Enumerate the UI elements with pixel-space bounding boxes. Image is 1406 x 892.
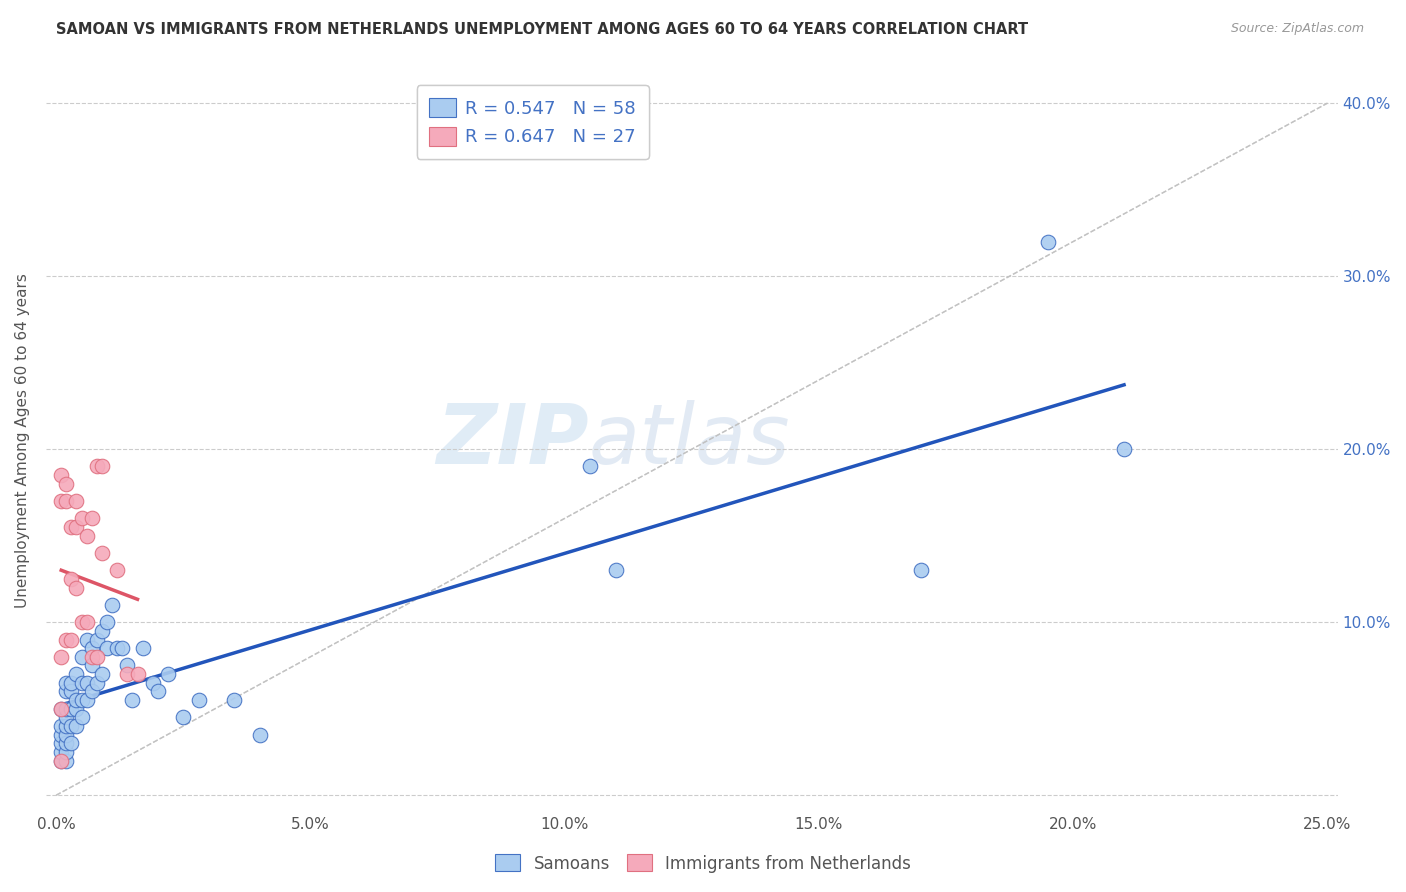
Point	[55, 754, 77, 768]
Point	[101, 598, 124, 612]
Point	[96, 641, 118, 656]
Point	[60, 719, 83, 733]
Point	[86, 675, 108, 690]
Point	[86, 459, 108, 474]
Point	[65, 702, 87, 716]
Point	[80, 684, 103, 698]
Point	[117, 667, 139, 681]
Point	[121, 693, 143, 707]
Point	[70, 615, 93, 630]
Point	[80, 641, 103, 656]
Point	[60, 675, 83, 690]
Point	[65, 520, 87, 534]
Point	[65, 719, 87, 733]
Point	[70, 675, 93, 690]
Point	[51, 754, 73, 768]
Point	[76, 693, 98, 707]
Text: SAMOAN VS IMMIGRANTS FROM NETHERLANDS UNEMPLOYMENT AMONG AGES 60 TO 64 YEARS COR: SAMOAN VS IMMIGRANTS FROM NETHERLANDS UN…	[56, 22, 1028, 37]
Point	[55, 476, 77, 491]
Point	[51, 728, 73, 742]
Text: atlas: atlas	[589, 400, 790, 481]
Point	[127, 667, 149, 681]
Point	[55, 702, 77, 716]
Point	[76, 675, 98, 690]
Text: ZIP: ZIP	[436, 400, 589, 481]
Point	[51, 719, 73, 733]
Point	[90, 667, 112, 681]
Point	[65, 667, 87, 681]
Point	[80, 511, 103, 525]
Point	[76, 615, 98, 630]
Point	[105, 563, 128, 577]
Point	[70, 511, 93, 525]
Point	[80, 658, 103, 673]
Point	[249, 728, 271, 742]
Point	[111, 641, 134, 656]
Point	[65, 494, 87, 508]
Point	[76, 529, 98, 543]
Point	[1036, 235, 1059, 249]
Point	[70, 710, 93, 724]
Point	[55, 632, 77, 647]
Point	[70, 649, 93, 664]
Point	[55, 684, 77, 698]
Point	[76, 632, 98, 647]
Point	[55, 745, 77, 759]
Point	[157, 667, 180, 681]
Point	[70, 693, 93, 707]
Point	[90, 459, 112, 474]
Point	[131, 641, 153, 656]
Point	[187, 693, 209, 707]
Text: Source: ZipAtlas.com: Source: ZipAtlas.com	[1230, 22, 1364, 36]
Point	[51, 745, 73, 759]
Point	[90, 546, 112, 560]
Point	[224, 693, 246, 707]
Point	[146, 684, 169, 698]
Point	[142, 675, 165, 690]
Point	[55, 675, 77, 690]
Point	[60, 572, 83, 586]
Point	[105, 641, 128, 656]
Point	[55, 728, 77, 742]
Point	[117, 658, 139, 673]
Point	[605, 563, 627, 577]
Point	[60, 702, 83, 716]
Point	[51, 468, 73, 483]
Point	[55, 719, 77, 733]
Point	[55, 710, 77, 724]
Point	[579, 459, 602, 474]
Point	[51, 736, 73, 750]
Point	[60, 520, 83, 534]
Point	[65, 581, 87, 595]
Point	[51, 702, 73, 716]
Point	[51, 494, 73, 508]
Point	[86, 632, 108, 647]
Point	[910, 563, 932, 577]
Point	[55, 736, 77, 750]
Point	[96, 615, 118, 630]
Point	[51, 649, 73, 664]
Point	[90, 624, 112, 638]
Point	[86, 649, 108, 664]
Point	[172, 710, 194, 724]
Point	[51, 754, 73, 768]
Y-axis label: Unemployment Among Ages 60 to 64 years: Unemployment Among Ages 60 to 64 years	[15, 273, 30, 608]
Point	[1112, 442, 1135, 457]
Legend: R = 0.547   N = 58, R = 0.647   N = 27: R = 0.547 N = 58, R = 0.647 N = 27	[416, 85, 648, 159]
Point	[60, 632, 83, 647]
Point	[65, 693, 87, 707]
Point	[80, 649, 103, 664]
Point	[55, 494, 77, 508]
Point	[51, 702, 73, 716]
Point	[60, 684, 83, 698]
Legend: Samoans, Immigrants from Netherlands: Samoans, Immigrants from Netherlands	[488, 847, 918, 880]
Point	[60, 736, 83, 750]
